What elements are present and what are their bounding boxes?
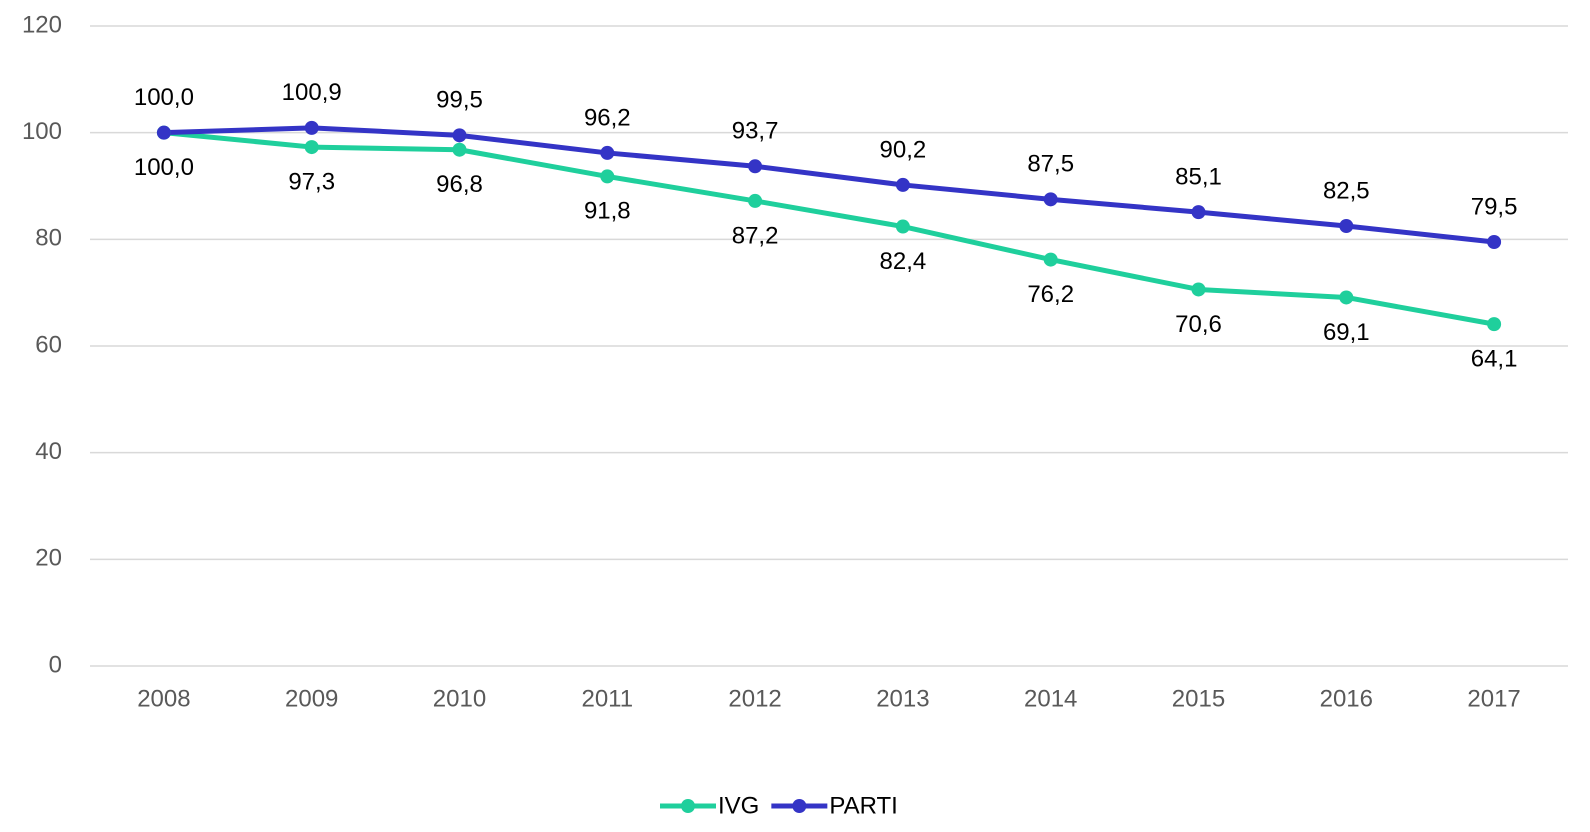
data-point bbox=[1339, 219, 1354, 233]
data-label: 82,5 bbox=[1323, 177, 1370, 204]
y-tick-label: 60 bbox=[35, 331, 62, 358]
legend-marker bbox=[792, 799, 807, 813]
y-tick-label: 0 bbox=[49, 651, 62, 678]
data-point bbox=[1339, 290, 1354, 305]
data-point bbox=[156, 125, 171, 140]
series-line bbox=[163, 130, 1495, 327]
data-point bbox=[895, 177, 910, 192]
legend-label: IVG bbox=[718, 792, 759, 819]
data-label: 76,2 bbox=[1027, 281, 1074, 308]
x-tick-label: 2012 bbox=[728, 685, 781, 712]
y-tick-label: 40 bbox=[35, 438, 62, 465]
data-label: 70,6 bbox=[1175, 311, 1222, 338]
data-point bbox=[600, 145, 615, 160]
data-point bbox=[452, 142, 467, 157]
data-point bbox=[600, 169, 615, 184]
data-point bbox=[304, 140, 319, 155]
data-point bbox=[748, 159, 763, 174]
x-tick-label: 2010 bbox=[433, 685, 486, 712]
legend-marker bbox=[681, 799, 695, 813]
x-tick-label: 2016 bbox=[1320, 685, 1373, 712]
data-label: 82,4 bbox=[880, 248, 927, 275]
y-tick-label: 100 bbox=[22, 118, 62, 145]
data-label: 96,2 bbox=[584, 104, 631, 131]
x-tick-label: 2014 bbox=[1024, 685, 1077, 712]
data-label: 79,5 bbox=[1471, 193, 1518, 220]
data-label: 97,3 bbox=[288, 168, 335, 195]
data-point bbox=[1487, 317, 1502, 332]
data-label: 87,2 bbox=[732, 222, 779, 249]
data-point bbox=[895, 219, 910, 234]
data-label: 99,5 bbox=[436, 87, 483, 114]
data-point bbox=[304, 120, 319, 135]
data-label: 64,1 bbox=[1471, 345, 1518, 372]
y-tick-label: 120 bbox=[22, 11, 62, 38]
data-label: 85,1 bbox=[1175, 163, 1222, 190]
data-point bbox=[748, 193, 763, 208]
x-tick-label: 2017 bbox=[1467, 685, 1520, 712]
data-point bbox=[452, 128, 467, 143]
data-point bbox=[1043, 192, 1058, 207]
data-label: 100,0 bbox=[134, 84, 194, 111]
data-point bbox=[1191, 205, 1206, 220]
data-label: 69,1 bbox=[1323, 319, 1370, 346]
x-tick-label: 2009 bbox=[285, 685, 338, 712]
data-label: 96,8 bbox=[436, 171, 483, 198]
x-tick-label: 2011 bbox=[581, 685, 633, 712]
y-tick-label: 80 bbox=[35, 225, 62, 252]
legend-label: PARTI bbox=[829, 792, 897, 819]
data-label: 93,7 bbox=[732, 118, 779, 145]
y-tick-label: 20 bbox=[35, 545, 62, 572]
x-tick-label: 2013 bbox=[876, 685, 929, 712]
data-point bbox=[1487, 235, 1502, 249]
data-label: 91,8 bbox=[584, 198, 631, 225]
data-label: 100,0 bbox=[134, 154, 194, 181]
data-label: 90,2 bbox=[880, 136, 927, 163]
x-tick-label: 2015 bbox=[1172, 685, 1225, 712]
series-line bbox=[163, 125, 1495, 245]
data-point bbox=[1191, 282, 1206, 297]
data-label: 100,9 bbox=[282, 79, 342, 106]
data-label: 87,5 bbox=[1027, 151, 1074, 178]
x-tick-label: 2008 bbox=[137, 685, 190, 712]
data-point bbox=[1043, 252, 1058, 267]
